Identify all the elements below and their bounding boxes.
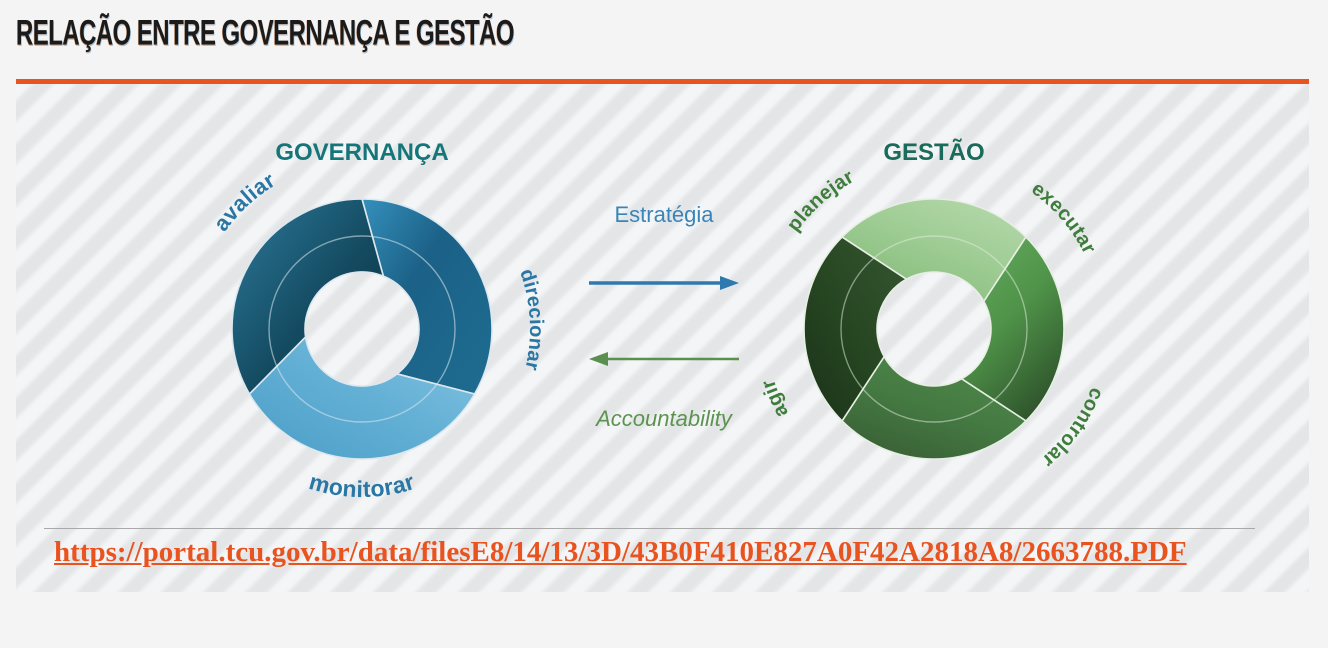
svg-text:direcionar: direcionar bbox=[515, 266, 547, 372]
svg-text:planejar: planejar bbox=[783, 166, 858, 236]
svg-text:executar: executar bbox=[1027, 178, 1100, 258]
svg-text:monitorar: monitorar bbox=[306, 468, 417, 502]
svg-text:agir: agir bbox=[757, 377, 793, 421]
svg-text:avaliar: avaliar bbox=[208, 167, 279, 236]
svg-text:controlar: controlar bbox=[1038, 385, 1108, 472]
